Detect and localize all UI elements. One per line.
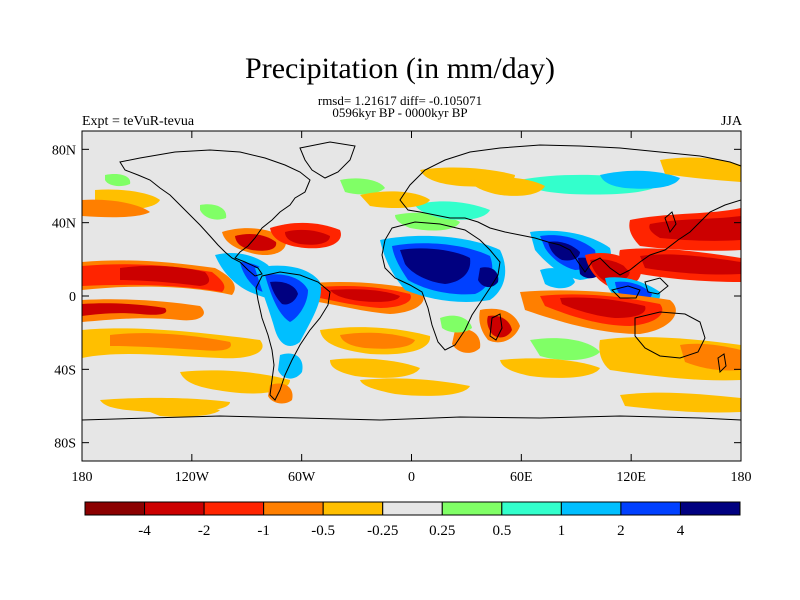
colorbar-label: -0.5 <box>311 523 335 539</box>
lon-tick-label: 180 <box>731 470 752 485</box>
coastlines <box>82 141 741 421</box>
subtitle-period: 0596kyr BP - 0000kyr BP <box>332 105 468 120</box>
colorbar-label: -4 <box>138 523 151 539</box>
colorbar-box <box>322 501 384 516</box>
lat-tick-label: 80S <box>54 437 76 452</box>
season-label: JJA <box>720 114 742 129</box>
colorbar-box <box>501 501 562 516</box>
colorbar-label: 1 <box>558 523 566 539</box>
lat-tick-label: 0 <box>69 290 76 305</box>
colorbar-label: 0.5 <box>492 523 511 539</box>
lon-tick-label: 120W <box>175 470 210 485</box>
plot-title: Precipitation (in mm/day) <box>245 52 555 85</box>
colorbar-label: -2 <box>198 523 211 539</box>
lon-tick-label: 120E <box>616 470 646 485</box>
longitude-axis: 180 120W 60W 0 60E 120E 180 <box>72 131 752 485</box>
latitude-axis: 80N 40N 0 40S 80S <box>52 143 741 452</box>
colorbar-box <box>263 501 324 516</box>
colorbar-label: 4 <box>677 523 685 539</box>
lon-tick-label: 60W <box>288 470 316 485</box>
colorbar-box <box>382 501 443 516</box>
lat-tick-label: 80N <box>52 143 76 158</box>
colorbar-box <box>203 501 265 516</box>
colorbar-box <box>560 501 622 516</box>
colorbar-box <box>441 501 503 516</box>
colorbar-label: -1 <box>257 523 270 539</box>
lat-tick-label: 40N <box>52 217 76 232</box>
colorbar-label: 0.25 <box>429 523 455 539</box>
colorbar-box <box>84 501 146 516</box>
subtitle-stats: rmsd= 1.21617 diff= -0.105071 <box>317 93 483 108</box>
lon-tick-label: 0 <box>408 470 415 485</box>
experiment-label: Expt = teVuR-tevua <box>82 114 195 129</box>
colorbar-box <box>620 501 681 516</box>
colorbar-label: -0.25 <box>367 523 398 539</box>
lon-tick-label: 180 <box>72 470 93 485</box>
colorbar-box <box>144 501 205 516</box>
colorbar: -4 -2 -1 -0.5 -0.25 0.25 0.5 1 2 4 <box>84 501 741 539</box>
lat-tick-label: 40S <box>54 363 76 378</box>
lon-tick-label: 60E <box>510 470 533 485</box>
colorbar-box <box>679 501 741 516</box>
precipitation-field <box>82 157 741 417</box>
colorbar-label: 2 <box>617 523 625 539</box>
